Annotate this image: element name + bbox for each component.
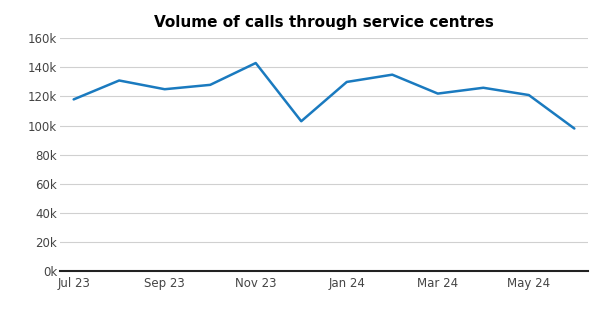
Title: Volume of calls through service centres: Volume of calls through service centres: [154, 15, 494, 30]
